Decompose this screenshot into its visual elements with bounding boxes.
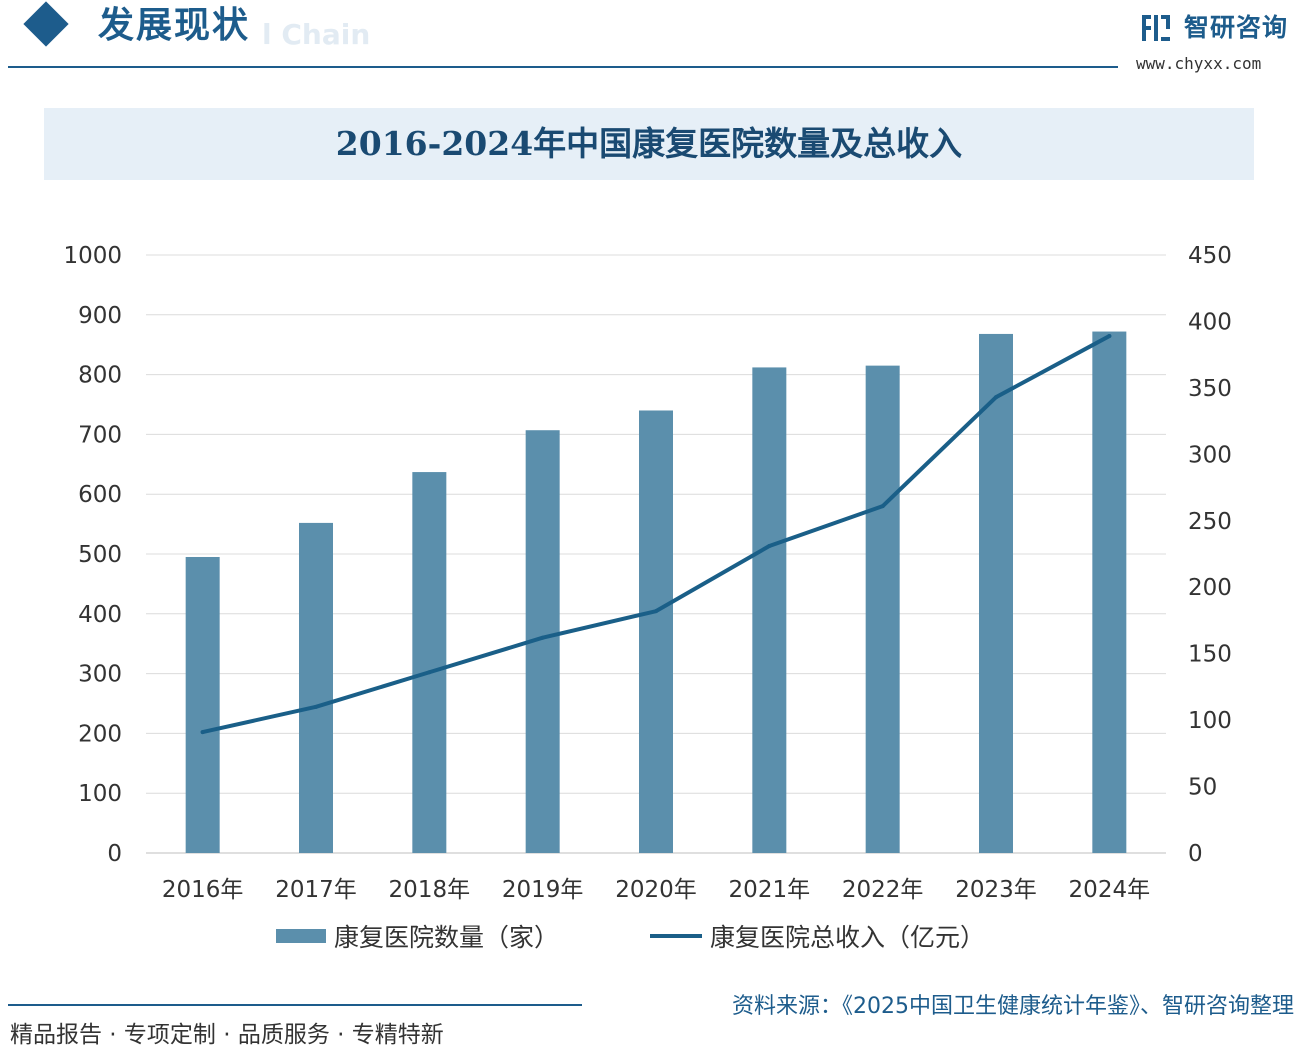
y-left-tick-label: 0 xyxy=(107,841,122,867)
y-left-tick-label: 600 xyxy=(78,482,122,508)
line-point xyxy=(654,609,658,614)
y-left-tick-label: 100 xyxy=(78,781,122,807)
line-point xyxy=(540,635,545,640)
bar-layer xyxy=(185,331,1127,853)
header-ghost-text: l Chain xyxy=(262,18,371,51)
bar xyxy=(752,367,787,853)
x-tick-label: 2018年 xyxy=(389,877,471,903)
brand[interactable]: 智研咨询 www.chyxx.com xyxy=(1136,10,1300,80)
header: l Chain 发展现状 智研咨询 www.chyxx.com xyxy=(0,0,1302,80)
legend-label-bar: 康复医院数量（家） xyxy=(334,923,559,952)
line-point xyxy=(427,670,432,675)
footer-source: 资料来源：《2025中国卫生健康统计年鉴》、智研咨询整理 xyxy=(732,994,1294,1019)
brand-name: 智研咨询 xyxy=(1184,13,1289,42)
x-tick-label: 2019年 xyxy=(502,877,584,903)
legend-label-line: 康复医院总收入（亿元） xyxy=(710,923,985,952)
x-tick-label: 2022年 xyxy=(842,877,924,903)
bar xyxy=(412,472,447,853)
line-point xyxy=(880,504,885,509)
line-point xyxy=(994,395,998,400)
y-right-tick-label: 50 xyxy=(1188,775,1217,801)
x-tick-label: 2021年 xyxy=(729,877,811,903)
y-left-tick-label: 400 xyxy=(78,602,122,628)
line-point xyxy=(1107,334,1112,339)
y-left-tick-label: 1000 xyxy=(63,243,122,269)
x-tick-label: 2023年 xyxy=(955,877,1037,903)
legend-swatch-bar xyxy=(276,929,326,943)
y-left-tick-label: 500 xyxy=(78,542,122,568)
page-title: 发展现状 xyxy=(98,5,251,46)
line-point xyxy=(200,730,205,735)
y-right-tick-label: 0 xyxy=(1188,841,1203,867)
y-right-tick-label: 250 xyxy=(1188,509,1232,535)
bar xyxy=(1092,331,1127,853)
line-layer xyxy=(200,334,1112,735)
y-left-tick-label: 300 xyxy=(78,662,122,688)
legend-layer: 康复医院数量（家） 康复医院总收入（亿元） xyxy=(276,923,985,952)
brand-logo-icon xyxy=(1142,15,1170,41)
bar xyxy=(865,365,900,853)
y-right-tick-label: 400 xyxy=(1188,309,1232,335)
chart-title: 2016-2024年中国康复医院数量及总收入 xyxy=(335,124,963,163)
bar xyxy=(299,522,333,853)
y-left-tick-label: 700 xyxy=(78,422,122,448)
bar xyxy=(639,410,673,853)
y-left-tick-label: 200 xyxy=(78,721,122,747)
y-left-tick-label: 800 xyxy=(78,363,122,389)
axis-layer: 0 100 200 300 400 500 600 700 800 900 1000 0 50 100 15… xyxy=(63,243,1231,903)
bar xyxy=(979,333,1013,853)
footer-divider xyxy=(8,1004,582,1006)
y-left-tick-label: 900 xyxy=(78,303,122,329)
brand-url[interactable]: www.chyxx.com xyxy=(1136,54,1262,73)
y-right-tick-label: 100 xyxy=(1188,708,1232,734)
line-point xyxy=(314,704,318,709)
y-right-tick-label: 350 xyxy=(1188,376,1232,402)
bar xyxy=(185,556,220,853)
y-right-tick-label: 450 xyxy=(1188,243,1232,269)
y-right-tick-label: 200 xyxy=(1188,575,1232,601)
footer-tagline: 精品报告 · 专项定制 · 品质服务 · 专精特新 xyxy=(10,1022,444,1048)
header-divider xyxy=(8,66,1118,68)
y-right-tick-label: 300 xyxy=(1188,442,1232,468)
y-right-tick-label: 150 xyxy=(1188,642,1232,668)
x-tick-label: 2017年 xyxy=(275,877,357,903)
x-tick-label: 2020年 xyxy=(615,877,697,903)
chart-title-band: 2016-2024年中国康复医院数量及总收入 xyxy=(44,108,1254,180)
x-tick-label: 2016年 xyxy=(162,877,244,903)
x-tick-label: 2024年 xyxy=(1069,877,1151,903)
line-point xyxy=(767,544,772,549)
